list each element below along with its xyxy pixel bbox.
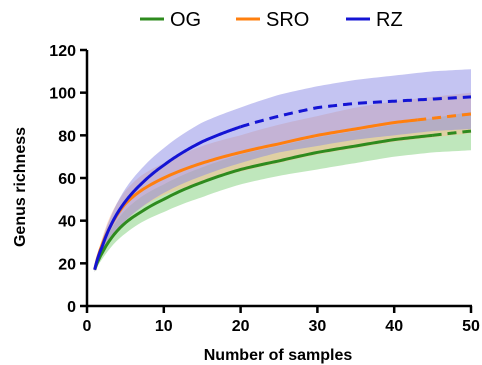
x-tick-label: 30	[309, 318, 327, 335]
confidence-bands	[94, 69, 472, 272]
x-tick-label: 20	[232, 318, 250, 335]
y-tick-label: 120	[49, 43, 76, 60]
line-observed-sro	[93, 118, 418, 271]
series-lines	[93, 95, 472, 271]
x-tick-label: 0	[83, 318, 92, 335]
line-observed-og	[93, 133, 433, 271]
band-og	[94, 111, 472, 272]
y-tick-label: 60	[58, 171, 76, 188]
y-tick-label: 40	[58, 214, 76, 231]
line-observed-rz	[93, 125, 242, 271]
x-tick-label: 10	[155, 318, 173, 335]
x-tick-label: 40	[385, 318, 403, 335]
band-sro	[94, 92, 472, 272]
line-extrapolated-sro	[417, 112, 472, 122]
y-tick-label: 0	[67, 299, 76, 316]
legend-label-sro: SRO	[266, 9, 309, 31]
axes: 0 10 20 30 40 50 0 20 40 60 80 100 120	[49, 43, 480, 335]
y-tick-label: 80	[58, 128, 76, 145]
x-tick-label: 50	[462, 318, 480, 335]
x-axis-title: Number of samples	[204, 347, 353, 364]
y-tick-label: 20	[58, 256, 76, 273]
legend-label-rz: RZ	[376, 9, 403, 31]
y-axis-title: Genus richness	[12, 127, 29, 247]
y-tick-label: 100	[49, 86, 76, 103]
legend: OG SRO RZ	[140, 9, 403, 31]
legend-label-og: OG	[170, 9, 201, 31]
band-rz	[94, 69, 472, 272]
line-extrapolated-og	[432, 129, 472, 137]
